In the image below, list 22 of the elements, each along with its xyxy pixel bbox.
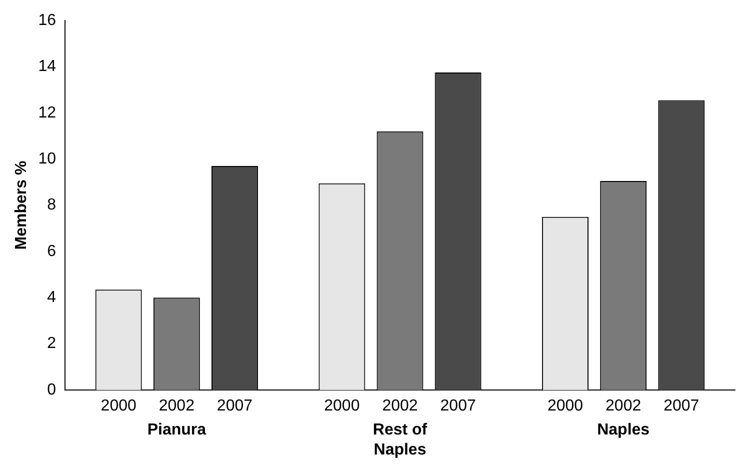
text: 2000 (324, 397, 360, 414)
y-tick-label: 16 (38, 12, 56, 30)
x-tick-label: Pianura (147, 421, 206, 438)
y-axis-title: Members % (13, 160, 30, 250)
series-label: 2007 (216, 397, 253, 414)
y-tick-label: 14 (38, 58, 56, 76)
y-tick-label: 12 (38, 104, 56, 122)
y-tick-label: 8 (47, 196, 56, 214)
y-tick-label: 4 (47, 289, 56, 306)
text: 2007 (440, 397, 476, 414)
text: 2000 (547, 397, 584, 414)
text: 2002 (606, 397, 642, 414)
text: 2007 (664, 397, 700, 414)
y-tick-label: 0 (47, 381, 56, 398)
text: 2002 (382, 397, 418, 414)
y-tick-label: 6 (47, 242, 56, 260)
x-tick-label: Naples (597, 421, 650, 438)
series-label: 2000 (100, 397, 136, 414)
x-tick-label: Rest of Naples (372, 421, 428, 458)
y-tick-label: 10 (38, 150, 56, 168)
y-tick-label: 2 (47, 335, 56, 352)
series-label: 2002 (158, 397, 195, 414)
